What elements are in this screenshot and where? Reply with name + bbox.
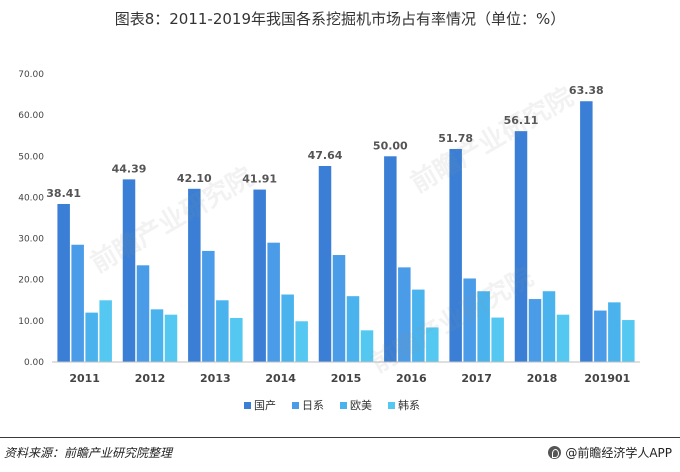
bar-2014-series-3 (295, 321, 308, 362)
data-label-2015: 47.64 (308, 149, 343, 162)
bar-201901-series-1 (594, 310, 607, 362)
data-label-2017: 51.78 (438, 132, 473, 145)
x-tick-label: 2014 (265, 372, 296, 385)
y-tick-label: 30.00 (18, 235, 44, 245)
legend-label-1: 日系 (302, 399, 324, 412)
data-label-2016: 50.00 (373, 139, 408, 152)
bar-2017-series-2 (477, 291, 490, 362)
x-tick-label: 2018 (527, 372, 558, 385)
data-label-2013: 42.10 (177, 172, 212, 185)
y-axis: 0.00 10.00 20.00 30.00 40.00 50.00 60.00 70.00 (18, 70, 44, 368)
bar-2018-series-3 (556, 314, 570, 362)
bar-2013-series-2 (216, 300, 229, 362)
bar-2018-series-0 (514, 131, 528, 362)
x-tick-label: 201901 (584, 372, 630, 385)
bar-2011-series-0 (57, 203, 70, 362)
bar-2015-series-0 (318, 165, 332, 362)
bar-2012-series-0 (122, 179, 136, 362)
bar-201901-series-2 (608, 302, 621, 362)
y-tick-label: 40.00 (18, 193, 44, 203)
legend-swatch-2 (340, 402, 347, 409)
legend-label-3: 韩系 (398, 398, 420, 412)
bar-201901-series-0 (580, 101, 593, 362)
bar-2014-series-2 (281, 294, 294, 362)
bar-2012-series-3 (164, 314, 178, 362)
bar-2012-series-1 (136, 265, 150, 362)
bar-2016-series-3 (426, 327, 439, 362)
y-tick-label: 50.00 (18, 152, 44, 162)
data-labels: 38.41 44.39 42.10 41.91 47.64 50.00 51.78 56.11… (46, 84, 603, 200)
x-tick-label: 2011 (69, 372, 100, 385)
bar-2014-series-1 (267, 242, 280, 362)
bar-2016-series-0 (384, 156, 397, 362)
y-tick-label: 10.00 (18, 317, 44, 327)
chart-title: 图表8：2011-2019年我国各系挖掘机市场占有率情况（单位：%） (114, 10, 566, 28)
x-tick-label: 2015 (331, 372, 362, 385)
bar-2015-series-1 (332, 255, 346, 362)
brand-credit: @前瞻经济学人APP (548, 444, 672, 461)
legend-swatch-1 (292, 402, 299, 409)
x-tick-label: 2016 (396, 372, 427, 385)
bar-2015-series-3 (360, 330, 374, 362)
bar-2016-series-1 (398, 267, 411, 362)
bar-2013-series-1 (202, 250, 215, 362)
bar-2017-series-0 (449, 148, 462, 362)
data-label-2018: 56.11 (504, 114, 539, 127)
source-note: 资料来源：前瞻产业研究院整理 (4, 446, 173, 460)
y-tick-label: 0.00 (24, 358, 44, 368)
data-label-2014: 41.91 (242, 173, 277, 186)
bars (57, 101, 635, 362)
bar-2014-series-0 (253, 189, 266, 362)
bar-2018-series-2 (542, 291, 556, 362)
y-tick-label: 20.00 (18, 276, 44, 286)
footer-divider (0, 437, 680, 438)
legend-swatch-0 (244, 402, 251, 409)
data-label-201901: 63.38 (569, 84, 604, 97)
bar-2012-series-2 (150, 309, 164, 362)
bar-2011-series-2 (85, 312, 98, 362)
brand-text: @前瞻经济学人APP (565, 446, 672, 460)
brand-logo-icon (548, 446, 562, 459)
legend-label-0: 国产 (254, 398, 276, 412)
x-tick-label: 2013 (200, 372, 231, 385)
bar-2018-series-1 (528, 299, 542, 362)
bar-2013-series-3 (230, 317, 243, 362)
legend-label-2: 欧美 (350, 399, 372, 412)
bar-2015-series-2 (346, 296, 360, 362)
x-tick-label: 2012 (135, 372, 166, 385)
bar-2011-series-1 (71, 244, 84, 362)
data-label-2012: 44.39 (112, 162, 147, 175)
bar-chart: 0.0010.0020.0030.0040.0050.0060.0070.00 … (18, 70, 640, 412)
bar-2011-series-3 (99, 300, 112, 362)
x-tick-label: 2017 (461, 372, 492, 385)
legend: 国产 日系 欧美 韩系 (244, 398, 420, 412)
x-axis: 2011 2012 2013 2014 2015 2016 2017 2018 201901 (69, 372, 630, 385)
bar-201901-series-3 (622, 320, 635, 362)
legend-swatch-3 (388, 402, 395, 409)
y-tick-label: 60.00 (18, 111, 44, 121)
bar-2016-series-2 (412, 289, 425, 362)
bar-2017-series-3 (491, 317, 504, 362)
bar-2013-series-0 (188, 188, 201, 362)
y-tick-label: 70.00 (18, 70, 44, 80)
bar-2017-series-1 (463, 278, 476, 362)
data-label-2011: 38.41 (46, 187, 81, 200)
